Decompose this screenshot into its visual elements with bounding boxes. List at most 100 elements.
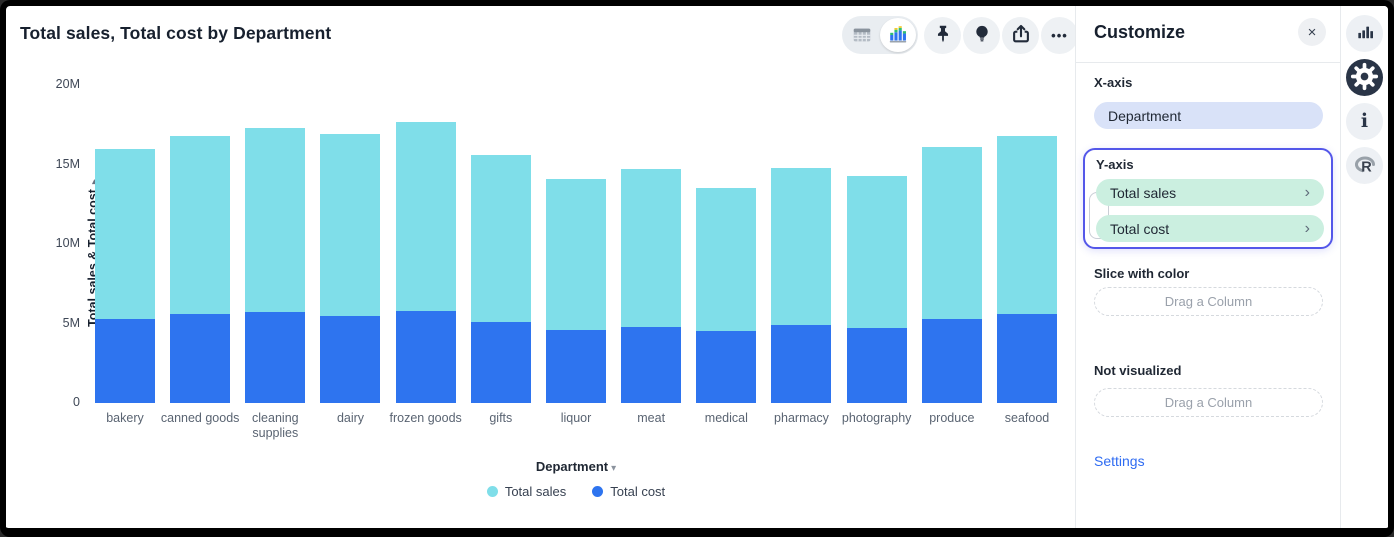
lightbulb-icon [971, 23, 993, 48]
bar-bakery[interactable] [95, 85, 155, 403]
plot-area [95, 85, 1057, 403]
y-axis-column-pill-total-cost[interactable]: Total cost › [1096, 215, 1324, 242]
bar-segment-total-cost[interactable] [771, 325, 832, 403]
close-icon: × [1307, 23, 1317, 41]
x-tick-label: gifts [489, 411, 513, 425]
x-axis-column-pill[interactable]: Department [1094, 102, 1323, 129]
not-visualized-label: Not visualized [1094, 363, 1182, 378]
info-icon: i [1360, 110, 1369, 132]
legend-item-total-sales[interactable]: Total sales [486, 484, 567, 499]
settings-link[interactable]: Settings [1094, 453, 1145, 469]
dropzone-label: Drag a Column [1164, 294, 1253, 309]
more-options-button[interactable]: ••• [1041, 16, 1078, 54]
legend-dot-icon [486, 486, 498, 497]
bar-segment-total-sales[interactable] [696, 188, 757, 332]
chart-toolbar: ••• [842, 16, 1078, 54]
bar-gifts[interactable] [470, 85, 531, 403]
bar-segment-total-cost[interactable] [846, 328, 907, 403]
bar-medical[interactable] [696, 85, 757, 403]
strip-divider [1340, 6, 1341, 528]
bar-seafood[interactable] [996, 85, 1057, 403]
bar-segment-total-cost[interactable] [245, 312, 306, 403]
legend-item-total-cost[interactable]: Total cost [592, 484, 665, 499]
bar-segment-total-sales[interactable] [245, 127, 306, 313]
share-button[interactable] [1002, 16, 1039, 54]
x-tick-label: cleaning supplies [252, 411, 299, 440]
ellipsis-icon: ••• [1051, 27, 1068, 43]
x-tick-label: dairy [336, 411, 365, 425]
y-axis-field-label: Y-axis [1096, 157, 1134, 172]
slice-with-color-label: Slice with color [1094, 266, 1190, 281]
bar-segment-total-cost[interactable] [545, 329, 606, 403]
y-axis-column-pill-total-sales[interactable]: Total sales › [1096, 179, 1324, 206]
bar-segment-total-sales[interactable] [921, 147, 982, 319]
bar-segment-total-sales[interactable] [545, 178, 606, 330]
x-tick-label: produce [929, 411, 975, 425]
pill-label: Total sales [1110, 184, 1177, 201]
bar-segment-total-sales[interactable] [320, 134, 381, 316]
bar-dairy[interactable] [320, 85, 381, 403]
close-panel-button[interactable]: × [1298, 18, 1326, 46]
bar-segment-total-cost[interactable] [921, 318, 982, 403]
pin-icon [932, 23, 954, 48]
legend-label: Total sales [504, 484, 567, 499]
y-tick-label: 10M [55, 236, 80, 250]
x-tick-label: frozen goods [389, 411, 462, 425]
pin-button[interactable] [924, 16, 961, 54]
bar-segment-total-cost[interactable] [170, 313, 231, 403]
chart-view-sidebar-button[interactable] [1346, 15, 1383, 52]
bar-segment-total-cost[interactable] [696, 331, 757, 403]
bar-liquor[interactable] [545, 85, 606, 403]
chart-view-icon[interactable] [880, 18, 916, 52]
bar-frozen-goods[interactable] [395, 85, 456, 403]
bar-segment-total-sales[interactable] [771, 167, 832, 326]
customize-settings-button[interactable] [1346, 59, 1383, 96]
bar-segment-total-cost[interactable] [470, 321, 531, 403]
bar-segment-total-cost[interactable] [320, 315, 381, 403]
x-tick-label: liquor [560, 411, 592, 425]
bar-segment-total-cost[interactable] [95, 318, 155, 403]
bar-segment-total-sales[interactable] [95, 148, 155, 319]
bar-segment-total-cost[interactable] [996, 313, 1057, 403]
bar-meat[interactable] [621, 85, 682, 403]
x-tick-label: seafood [1004, 411, 1050, 425]
x-axis-field-label: X-axis [1094, 75, 1133, 90]
bar-segment-total-cost[interactable] [621, 326, 682, 403]
r-logo-button[interactable]: R [1346, 147, 1383, 184]
x-tick-label: photography [841, 411, 912, 425]
svg-text:R: R [1361, 160, 1372, 176]
bar-segment-total-sales[interactable] [621, 169, 682, 327]
legend-label: Total cost [610, 484, 666, 499]
bar-segment-total-sales[interactable] [395, 121, 456, 311]
x-axis-title[interactable]: Department ▾ [95, 459, 1057, 474]
slice-dropzone[interactable]: Drag a Column [1094, 287, 1323, 316]
y-axis-group: Y-axis Total sales › Total cost › [1083, 148, 1333, 249]
panel-title: Customize [1094, 21, 1186, 42]
bar-segment-total-sales[interactable] [170, 135, 231, 314]
y-axis-pills: Total sales › Total cost › [1089, 179, 1324, 242]
bar-produce[interactable] [921, 85, 982, 403]
x-axis-caret-icon: ▾ [611, 463, 617, 474]
info-button[interactable]: i [1346, 103, 1383, 140]
table-view-icon[interactable] [844, 18, 880, 52]
bar-segment-total-sales[interactable] [996, 135, 1057, 314]
x-tick-label: canned goods [160, 411, 240, 425]
bar-segment-total-sales[interactable] [470, 154, 531, 322]
bar-photography[interactable] [846, 85, 907, 403]
legend: Total sales Total cost [95, 484, 1057, 499]
legend-dot-icon [592, 486, 604, 497]
right-icon-strip: i R [1341, 6, 1388, 528]
view-toggle[interactable] [842, 16, 918, 54]
x-axis-column-pill-label: Department [1108, 107, 1182, 124]
bar-pharmacy[interactable] [771, 85, 832, 403]
not-visualized-dropzone[interactable]: Drag a Column [1094, 388, 1323, 417]
y-tick-label: 5M [62, 315, 80, 330]
bar-segment-total-sales[interactable] [846, 175, 907, 329]
bar-cleaning-supplies[interactable] [245, 85, 306, 403]
bar-chart-icon [1355, 22, 1375, 45]
r-logo-icon: R [1353, 152, 1377, 179]
lightbulb-button[interactable] [963, 16, 1000, 54]
bar-segment-total-cost[interactable] [395, 310, 456, 403]
bar-canned-goods[interactable] [170, 85, 231, 403]
